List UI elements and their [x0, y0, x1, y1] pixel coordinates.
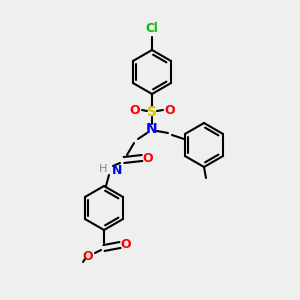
Text: N: N [112, 164, 122, 176]
Text: S: S [147, 105, 157, 119]
Text: H: H [99, 164, 107, 174]
Text: Cl: Cl [146, 22, 158, 35]
Text: O: O [83, 250, 93, 263]
Text: O: O [143, 152, 153, 164]
Text: O: O [121, 238, 131, 251]
Text: O: O [130, 103, 140, 116]
Text: O: O [165, 103, 175, 116]
Text: N: N [146, 122, 158, 136]
